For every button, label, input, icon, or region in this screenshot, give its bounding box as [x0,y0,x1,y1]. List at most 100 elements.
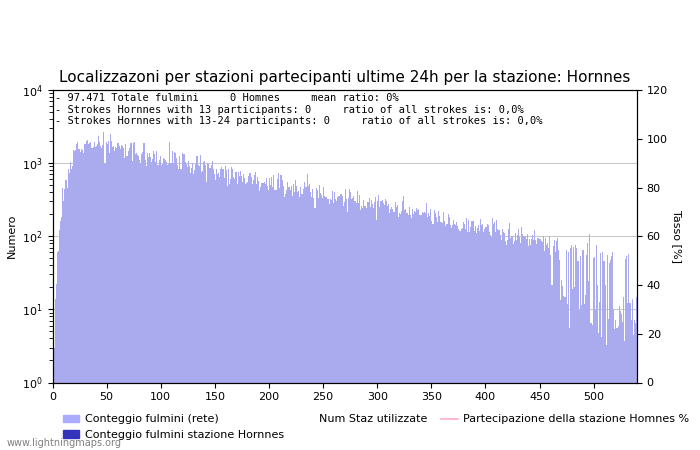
Bar [410,215,411,450]
Bar [455,225,456,450]
Bar [310,192,312,450]
Bar [135,154,136,450]
Bar [429,216,430,450]
Bar [370,207,371,450]
Bar [415,212,416,450]
Bar [459,231,461,450]
Bar [562,286,564,450]
Bar [524,236,526,450]
Bar [576,248,578,450]
Bar [100,146,102,450]
Bar [533,240,534,450]
Bar [390,209,391,450]
Bar [274,189,276,450]
Bar [285,194,286,450]
Bar [572,288,573,450]
Bar [252,184,253,450]
Bar [433,211,435,450]
Bar [147,153,148,450]
Bar [138,156,139,450]
Bar [64,189,66,450]
Bar [251,177,252,450]
Bar [97,144,98,450]
Bar [636,297,637,450]
Bar [227,186,228,450]
Bar [80,149,82,450]
Bar [151,162,152,450]
Bar [156,152,158,450]
Bar [373,207,374,450]
Bar [154,154,155,450]
Bar [534,230,536,450]
Bar [377,201,378,450]
Bar [464,224,465,450]
Bar [427,217,428,450]
Bar [503,232,504,450]
Bar [621,314,622,450]
Bar [276,179,278,450]
Bar [586,256,587,450]
Bar [99,142,100,450]
Bar [71,169,72,450]
Bar [350,193,351,450]
Bar [400,214,401,450]
Bar [495,232,496,450]
Bar [517,235,518,450]
Bar [480,219,481,450]
Bar [96,146,97,450]
Bar [155,162,156,450]
Bar [178,169,179,450]
Bar [383,203,384,450]
Bar [304,187,306,450]
Bar [174,153,175,450]
Bar [293,184,294,450]
Bar [166,162,167,450]
Bar [332,203,334,450]
Bar [330,200,332,450]
Bar [378,195,379,450]
Bar [60,221,61,450]
Bar [536,244,538,450]
Bar [477,228,478,450]
Bar [431,221,433,450]
Bar [428,213,429,450]
Bar [90,142,92,450]
Bar [114,151,116,450]
Bar [608,319,609,450]
Bar [262,183,264,450]
Bar [599,302,600,450]
Bar [58,251,59,450]
Bar [340,194,342,450]
Bar [88,144,90,450]
Bar [139,160,140,450]
Bar [193,174,195,450]
Bar [507,240,508,450]
Bar [522,234,524,450]
Bar [130,143,132,450]
Bar [55,299,56,450]
Bar [229,184,230,450]
Bar [447,214,449,450]
Bar [573,247,574,450]
Bar [402,201,403,450]
Bar [363,200,364,450]
Bar [146,166,147,450]
Bar [369,198,370,450]
Bar [183,154,185,450]
Bar [486,224,488,450]
Bar [244,178,245,450]
Bar [267,186,268,450]
Bar [230,179,231,450]
Bar [595,310,596,450]
Bar [514,234,516,450]
Bar [225,170,227,450]
Bar [223,178,225,450]
Bar [111,141,112,450]
Bar [544,251,545,450]
Bar [407,215,409,450]
Partecipazione della stazione Homnes % [48,380,57,385]
Bar [430,209,431,450]
Bar [424,212,425,450]
Bar [386,201,387,450]
Bar [505,241,506,450]
